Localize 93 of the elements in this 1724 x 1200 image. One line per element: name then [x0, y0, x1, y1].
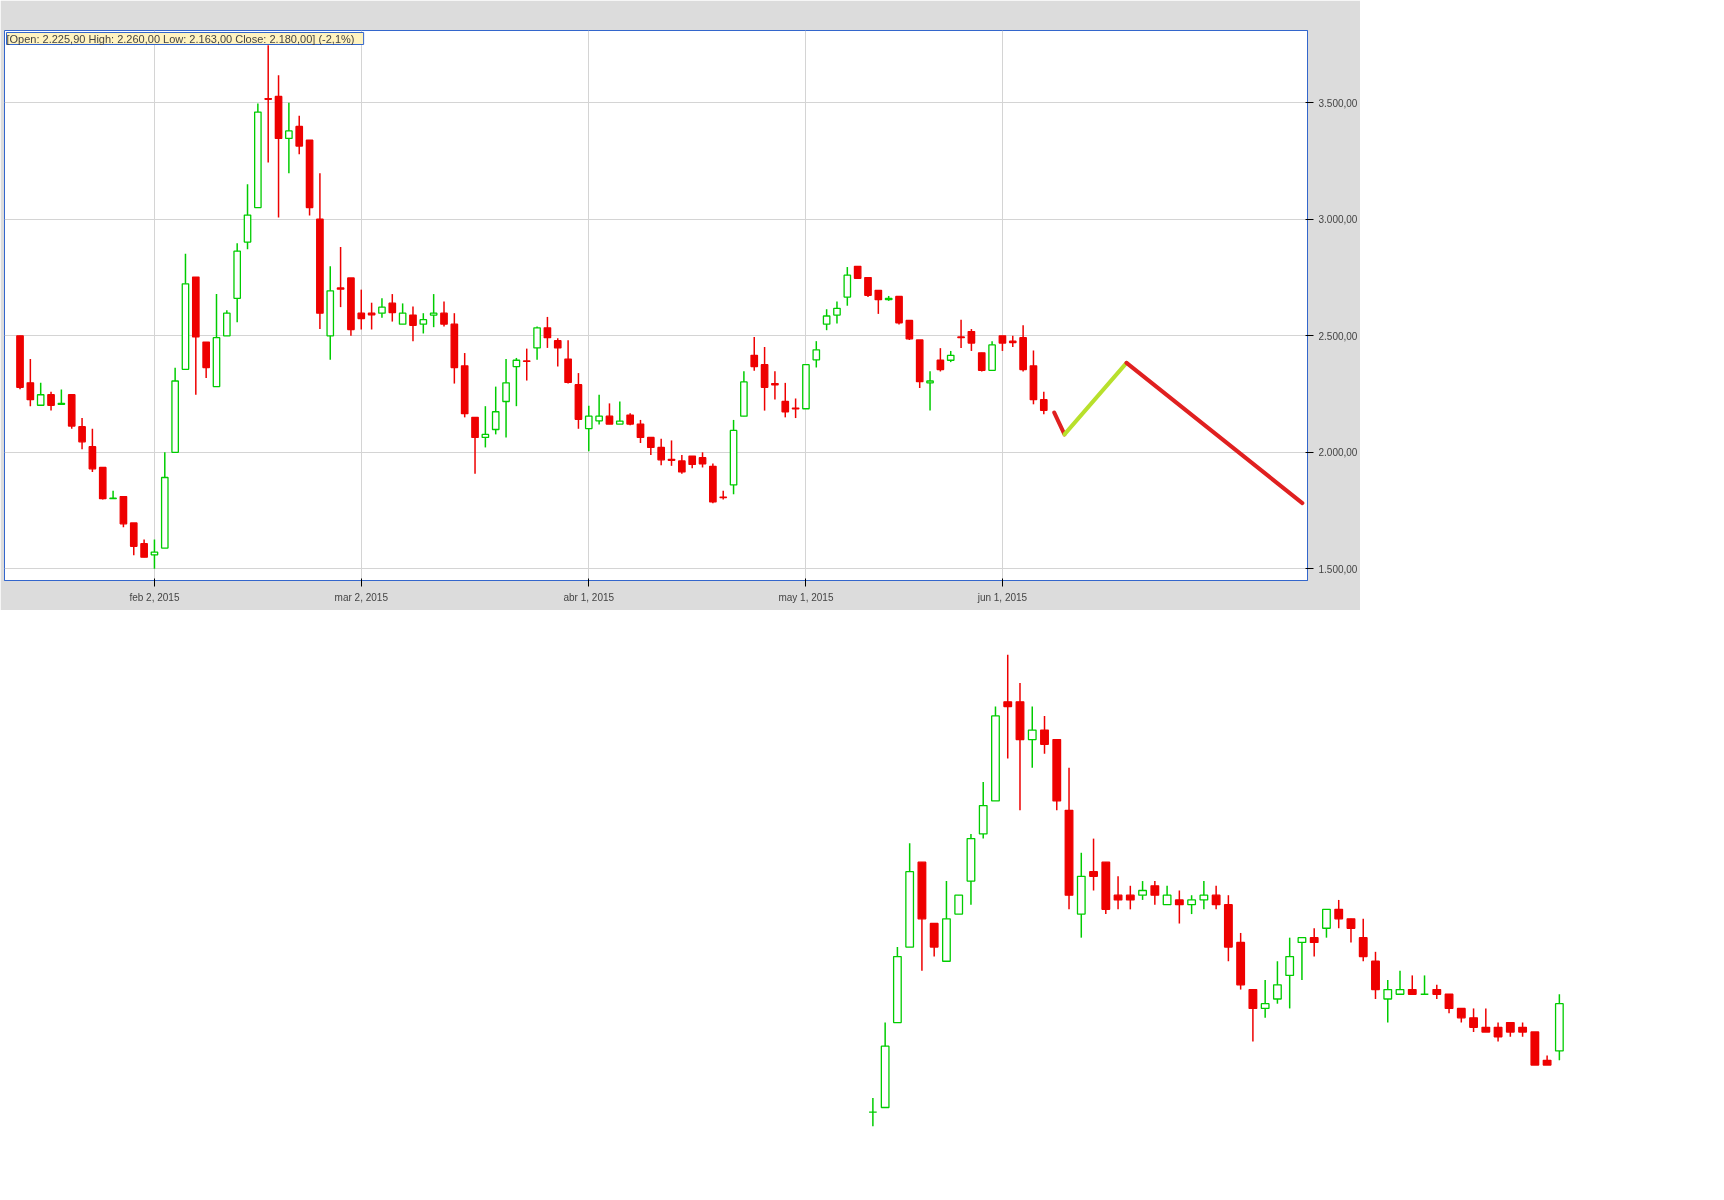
candlestick [1407, 974, 1417, 996]
candlestick [1027, 705, 1037, 769]
candlestick [533, 325, 541, 361]
candlestick [636, 419, 645, 444]
candlestick [1003, 653, 1013, 760]
candlestick [1309, 927, 1319, 958]
x-tick-label: jun 1, 2015 [976, 591, 1028, 603]
candlestick [605, 402, 614, 425]
candlestick [564, 339, 572, 385]
candlestick [864, 276, 872, 298]
candlestick [264, 44, 273, 164]
candlestick [954, 894, 964, 915]
candlestick [1040, 715, 1049, 755]
candlestick [409, 305, 417, 342]
candlestick [1174, 889, 1184, 925]
candlestick [1493, 1021, 1503, 1043]
candlestick [378, 297, 386, 319]
candlestick [615, 400, 624, 425]
candlestick [929, 922, 939, 958]
candlestick [491, 385, 500, 436]
candlestick [719, 490, 728, 501]
candlestick [1285, 936, 1295, 1010]
y-tick-label: 3.000,00 [1318, 214, 1358, 226]
candlestick [678, 454, 686, 475]
candlestick [222, 309, 231, 337]
candlestick [1322, 908, 1331, 939]
candlestick [967, 328, 976, 352]
candlestick [36, 382, 45, 406]
candlestick [419, 312, 428, 335]
candlestick [1199, 880, 1209, 911]
candlestick [760, 346, 769, 412]
candlestick [150, 538, 159, 570]
candlestick [129, 522, 138, 557]
candlestick [1125, 885, 1135, 911]
x-tick-label: abr 1, 2015 [563, 591, 615, 603]
candlestick [336, 246, 345, 308]
candlestick [429, 293, 438, 328]
x-tick-label: feb 2, 2015 [129, 591, 180, 603]
candlestick [1187, 894, 1197, 915]
candlestick [471, 416, 479, 475]
candlestick [584, 404, 593, 452]
candlestick [791, 397, 800, 419]
y-tick-label: 1.500,00 [1318, 563, 1358, 575]
annotation: [Open: 2.225,90 High: 2.260,00 Low: 2.163,00 Close: 2.180,00] (-2,1%) [6, 32, 355, 45]
candlestick [1089, 837, 1098, 892]
candlestick [926, 370, 934, 412]
candlestick [781, 382, 790, 419]
candlestick [1260, 979, 1270, 1019]
candlestick [78, 417, 86, 451]
candlestick [1162, 885, 1172, 906]
x-tick-label: may 1, 2015 [778, 591, 834, 603]
candlestick [295, 115, 304, 155]
candlestick [957, 318, 965, 349]
candlestick [1150, 880, 1160, 906]
candlestick [1481, 1007, 1491, 1033]
candlestick [657, 438, 666, 466]
candlestick [1334, 899, 1344, 929]
candlestick [595, 394, 603, 426]
candlestick [1113, 875, 1123, 911]
candlestick [833, 300, 841, 325]
candlestick [1211, 885, 1221, 911]
candlestick [812, 340, 821, 369]
candlestick [1297, 936, 1307, 981]
candlestick [1138, 880, 1148, 901]
candlestick [1346, 918, 1356, 944]
candlestick [750, 336, 759, 372]
candlestick [874, 289, 883, 315]
candlestick [1469, 1007, 1479, 1033]
candlestick [388, 293, 397, 323]
y-tick-label: 2.000,00 [1318, 447, 1358, 459]
candlestick [822, 308, 831, 331]
candlestick [1358, 918, 1368, 962]
candlestick [1272, 960, 1282, 1005]
candlestick [440, 300, 448, 328]
y-tick-label: 3.500,00 [1318, 97, 1358, 109]
x-tick-label: mar 2, 2015 [334, 591, 389, 603]
candlestick [522, 347, 531, 382]
candlestick [398, 302, 407, 325]
candlestick [26, 358, 35, 407]
candlestick [357, 288, 366, 331]
candlestick [47, 390, 55, 412]
candlestick [502, 358, 510, 439]
candlestick [1039, 390, 1048, 416]
candlestick [553, 337, 562, 368]
candlestick [1395, 969, 1405, 996]
candlestick [1383, 979, 1393, 1024]
candlestick [1248, 988, 1258, 1043]
candlestick [543, 316, 552, 349]
y-tick-label: 2.500,00 [1318, 330, 1358, 342]
candlestick [285, 102, 293, 174]
candlestick [843, 266, 852, 307]
candlestick [771, 370, 779, 401]
candlestick [88, 428, 97, 473]
